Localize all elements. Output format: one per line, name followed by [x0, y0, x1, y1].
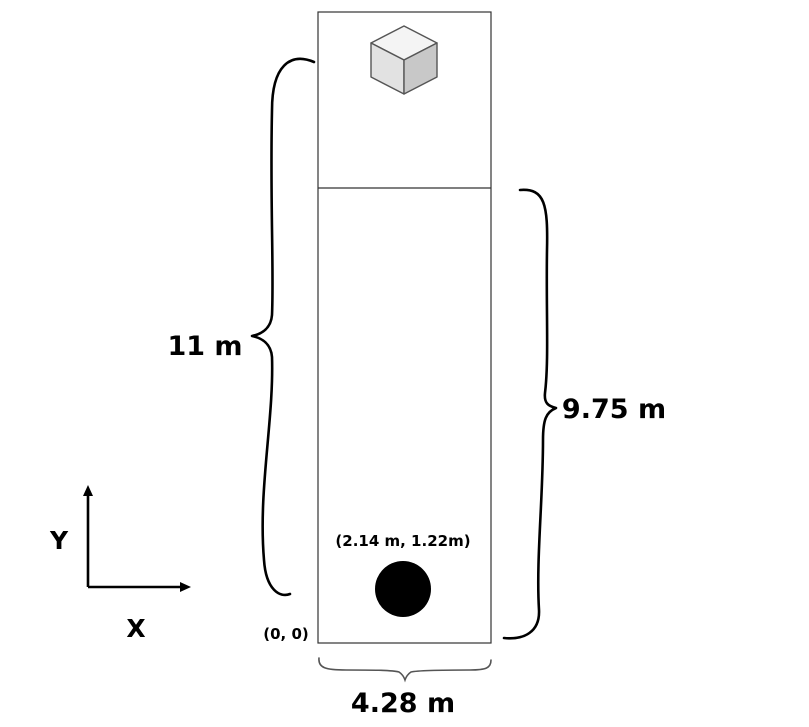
- axes-icon: [83, 485, 191, 592]
- lane-length-label: 9.75 m: [562, 394, 666, 425]
- width-brace: [318, 657, 492, 683]
- ball-position-label: (2.14 m, 1.22m): [335, 532, 470, 550]
- total-length-brace: [250, 57, 316, 597]
- cube-icon: [370, 25, 438, 95]
- y-axis-label: Y: [49, 526, 69, 555]
- total-length-label: 11 m: [167, 331, 242, 362]
- width-label: 4.28 m: [351, 688, 455, 719]
- lane-length-brace: [502, 188, 558, 640]
- lane-outline: [317, 11, 492, 644]
- origin-label: (0, 0): [263, 625, 309, 643]
- x-axis-label: X: [126, 614, 145, 643]
- ball-icon: [375, 561, 431, 617]
